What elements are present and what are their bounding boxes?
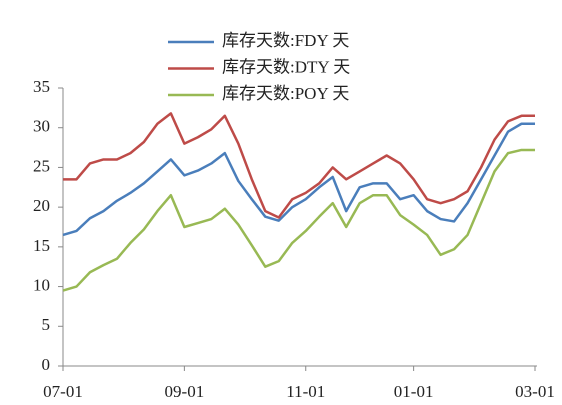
y-tick-label: 0 [42,355,51,374]
series-line [62,148,535,292]
y-tick-label: 30 [33,117,50,136]
y-tick-label: 15 [33,236,50,255]
y-tick-label: 5 [42,315,51,334]
y-tick-label: 10 [33,275,50,294]
series-line [63,112,535,219]
x-tick-label: 01-01 [394,382,434,401]
series-line [62,122,535,237]
x-tick-label: 03-01 [515,382,555,401]
x-tick-label: 07-01 [43,382,83,401]
legend-label: 库存天数:POY 天 [222,84,349,103]
legend-label: 库存天数:DTY 天 [222,57,350,76]
y-tick-label: 35 [33,77,50,96]
x-tick-label: 11-01 [286,382,325,401]
y-tick-label: 25 [33,156,50,175]
legend-label: 库存天数:FDY 天 [222,31,349,50]
y-tick-label: 20 [33,196,50,215]
x-tick-label: 09-01 [165,382,205,401]
